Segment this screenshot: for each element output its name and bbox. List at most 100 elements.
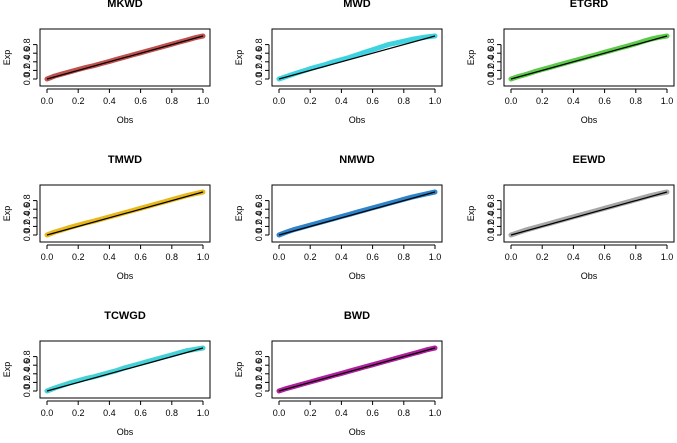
- panel-title: ETGRD: [570, 0, 609, 10]
- x-axis-title: Obs: [349, 115, 366, 125]
- plot-frame: [39, 340, 211, 399]
- x-tick-label: 0.6: [598, 96, 611, 106]
- series-fitted-line: [276, 189, 438, 238]
- y-tick-label: 0.4: [22, 56, 32, 69]
- x-tick-label: 1.0: [197, 408, 210, 418]
- x-tick-label: 0.4: [567, 96, 580, 106]
- x-tick-label: 0.6: [134, 96, 147, 106]
- y-tick-label: 0.6: [486, 203, 496, 216]
- x-tick-label: 0.2: [72, 252, 85, 262]
- y-tick-label: 0.6: [22, 203, 32, 216]
- panel-title: TCWGD: [104, 310, 146, 322]
- x-tick-label: 0.6: [366, 96, 379, 106]
- y-tick-label: 0.2: [254, 64, 264, 77]
- y-tick-label: 0.6: [486, 47, 496, 60]
- panel-title: MWD: [343, 0, 371, 10]
- y-axis-title: Exp: [2, 206, 12, 222]
- panel-title: BWD: [344, 310, 370, 322]
- y-axis-title: Exp: [466, 206, 476, 222]
- x-tick-label: 1.0: [429, 96, 442, 106]
- x-tick-label: 1.0: [197, 252, 210, 262]
- y-tick-label: 0.4: [254, 368, 264, 381]
- y-tick-label: 0.4: [486, 56, 496, 69]
- series-reference-line: [510, 191, 668, 236]
- series-fitted-line: [276, 33, 438, 82]
- panel-title: NMWD: [339, 154, 374, 166]
- x-tick-label: 0.8: [166, 96, 179, 106]
- x-tick-label: 0.6: [134, 252, 147, 262]
- x-axis-title: Obs: [349, 427, 366, 437]
- x-tick-label: 0.2: [304, 252, 317, 262]
- x-tick-label: 0.2: [72, 96, 85, 106]
- series-fitted-line: [508, 189, 670, 238]
- y-tick-label: 0.8: [486, 38, 496, 51]
- x-tick-label: 0.2: [536, 252, 549, 262]
- y-tick-label: 0.8: [254, 38, 264, 51]
- y-tick-label: 0.4: [486, 212, 496, 225]
- y-tick-label: 0.8: [22, 194, 32, 207]
- plot-frame: [271, 340, 443, 399]
- series-fitted-line: [44, 345, 206, 394]
- y-tick-label: 0.8: [486, 194, 496, 207]
- plot-frame: [271, 184, 443, 243]
- x-tick-label: 0.8: [398, 408, 411, 418]
- y-tick-label: 0.0: [254, 73, 264, 86]
- x-tick-label: 1.0: [429, 252, 442, 262]
- series-reference-line: [278, 347, 436, 392]
- x-tick-label: 0.4: [567, 252, 580, 262]
- plot-frame: [271, 28, 443, 87]
- x-tick-label: 0.0: [41, 408, 54, 418]
- series-reference-line: [278, 191, 436, 236]
- y-tick-label: 0.8: [22, 38, 32, 51]
- x-tick-label: 0.0: [505, 96, 518, 106]
- y-axis-title: Exp: [234, 50, 244, 66]
- y-tick-label: 0.4: [254, 56, 264, 69]
- y-tick-label: 0.6: [254, 203, 264, 216]
- y-tick-label: 0.0: [22, 73, 32, 86]
- y-tick-label: 0.0: [486, 229, 496, 242]
- y-axis-title: Exp: [466, 50, 476, 66]
- y-tick-label: 0.0: [254, 229, 264, 242]
- y-tick-label: 0.0: [486, 73, 496, 86]
- x-tick-label: 0.4: [335, 408, 348, 418]
- y-tick-label: 0.2: [486, 64, 496, 77]
- x-tick-label: 0.8: [398, 96, 411, 106]
- x-tick-label: 0.0: [273, 252, 286, 262]
- y-tick-label: 0.8: [254, 350, 264, 363]
- y-tick-label: 0.2: [254, 220, 264, 233]
- y-axis-title: Exp: [2, 362, 12, 378]
- x-tick-label: 1.0: [429, 408, 442, 418]
- x-tick-label: 0.4: [335, 96, 348, 106]
- y-tick-label: 0.6: [254, 47, 264, 60]
- x-tick-label: 0.6: [366, 252, 379, 262]
- y-tick-label: 0.4: [254, 212, 264, 225]
- plot-frame: [503, 28, 675, 87]
- y-tick-label: 0.0: [22, 385, 32, 398]
- series-reference-line: [46, 35, 204, 80]
- y-tick-label: 0.2: [22, 64, 32, 77]
- x-tick-label: 0.4: [103, 408, 116, 418]
- x-tick-label: 0.2: [304, 96, 317, 106]
- x-tick-label: 0.4: [103, 252, 116, 262]
- y-tick-label: 0.2: [254, 376, 264, 389]
- y-tick-label: 0.8: [254, 194, 264, 207]
- x-tick-label: 0.6: [598, 252, 611, 262]
- panel-title: EEWD: [573, 154, 606, 166]
- x-tick-label: 1.0: [661, 252, 674, 262]
- x-axis-title: Obs: [581, 115, 598, 125]
- y-tick-label: 0.4: [22, 368, 32, 381]
- panel-title: TMWD: [108, 154, 142, 166]
- x-tick-label: 0.2: [304, 408, 317, 418]
- series-fitted-line: [44, 189, 206, 238]
- plot-frame: [503, 184, 675, 243]
- x-tick-label: 0.2: [536, 96, 549, 106]
- y-tick-label: 0.2: [22, 220, 32, 233]
